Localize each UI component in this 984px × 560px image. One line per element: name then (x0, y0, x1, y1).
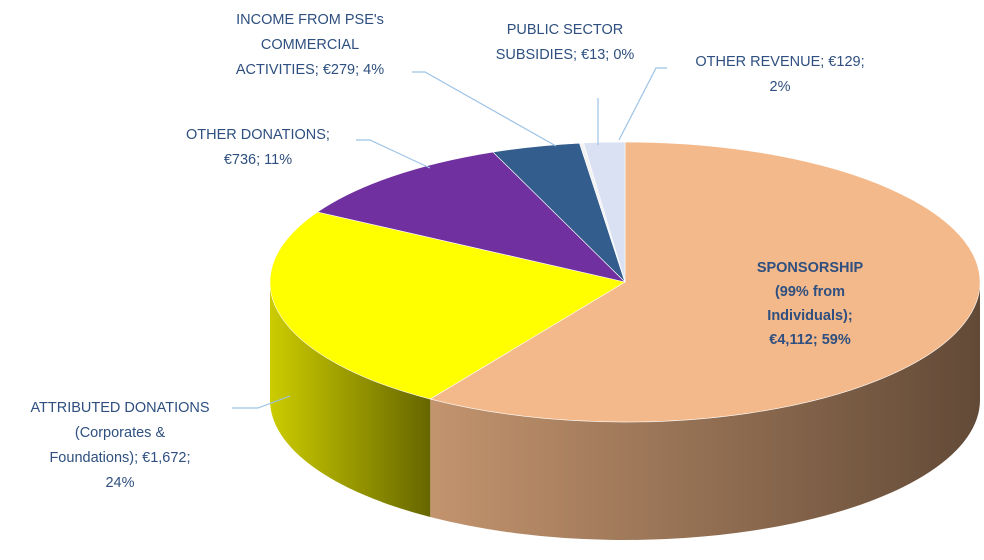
data-label: INCOME FROM PSE's (236, 12, 384, 28)
slice (316, 151, 626, 283)
leader-line (232, 395, 291, 409)
data-label: OTHER REVENUE; €129; (695, 54, 864, 70)
leader-line (356, 139, 431, 169)
data-label: SUBSIDIES; €13; 0% (496, 47, 635, 63)
leader-line (618, 67, 667, 141)
slice (429, 141, 981, 423)
data-label: 2% (770, 79, 791, 95)
data-label: ATTRIBUTED DONATIONS (30, 400, 209, 416)
data-label: PUBLIC SECTOR (507, 22, 624, 38)
data-label: Individuals); (767, 308, 852, 324)
slice-side (270, 282, 431, 518)
data-label: OTHER DONATIONS; (186, 127, 330, 143)
data-label: (99% from (775, 284, 845, 300)
data-label: €736; 11% (224, 152, 292, 168)
slice (583, 141, 626, 283)
slice (269, 211, 626, 400)
data-label: Foundations); €1,672; (49, 450, 190, 466)
data-label: COMMERCIAL (261, 37, 359, 53)
data-label: ACTIVITIES; €279; 4% (236, 62, 384, 78)
data-label: (Corporates & (75, 425, 166, 441)
leader-line (412, 71, 557, 147)
data-label: 24% (105, 475, 134, 491)
data-label: €4,112; 59% (769, 332, 851, 348)
data-label: SPONSORSHIP (757, 260, 864, 276)
slice-side (430, 282, 980, 541)
